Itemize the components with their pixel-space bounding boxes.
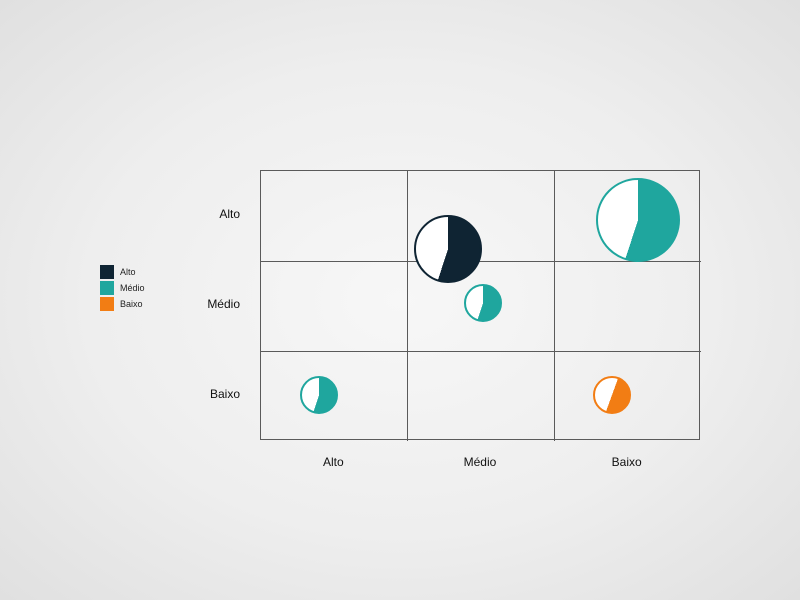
pie-marker — [300, 376, 338, 414]
legend-item: Baixo — [100, 297, 145, 311]
pie-marker — [464, 284, 502, 322]
legend-swatch — [100, 281, 114, 295]
legend-item: Médio — [100, 281, 145, 295]
legend: Alto Médio Baixo — [100, 265, 145, 313]
legend-label: Alto — [120, 267, 136, 277]
pie-marker — [593, 376, 631, 414]
row-label: Alto — [160, 207, 240, 221]
grid-line-horizontal — [261, 351, 701, 352]
legend-item: Alto — [100, 265, 145, 279]
col-label: Alto — [260, 455, 407, 469]
grid-line-vertical — [554, 171, 555, 441]
pie-marker — [596, 178, 680, 262]
legend-swatch — [100, 297, 114, 311]
grid-line-vertical — [407, 171, 408, 441]
pie-marker — [414, 215, 482, 283]
row-label: Médio — [160, 297, 240, 311]
legend-label: Baixo — [120, 299, 143, 309]
chart-stage: AltoMédioBaixo AltoMédioBaixoAltoMédioBa… — [0, 0, 800, 600]
row-label: Baixo — [160, 387, 240, 401]
legend-swatch — [100, 265, 114, 279]
col-label: Médio — [407, 455, 554, 469]
legend-label: Médio — [120, 283, 145, 293]
col-label: Baixo — [553, 455, 700, 469]
